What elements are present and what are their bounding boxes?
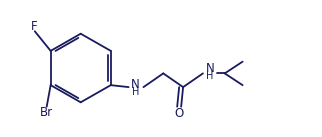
Text: F: F (31, 20, 37, 33)
Text: O: O (175, 107, 184, 120)
Text: Br: Br (40, 106, 53, 119)
Text: H: H (132, 87, 139, 97)
Text: N: N (205, 62, 214, 75)
Text: N: N (131, 78, 140, 91)
Text: H: H (206, 71, 213, 81)
